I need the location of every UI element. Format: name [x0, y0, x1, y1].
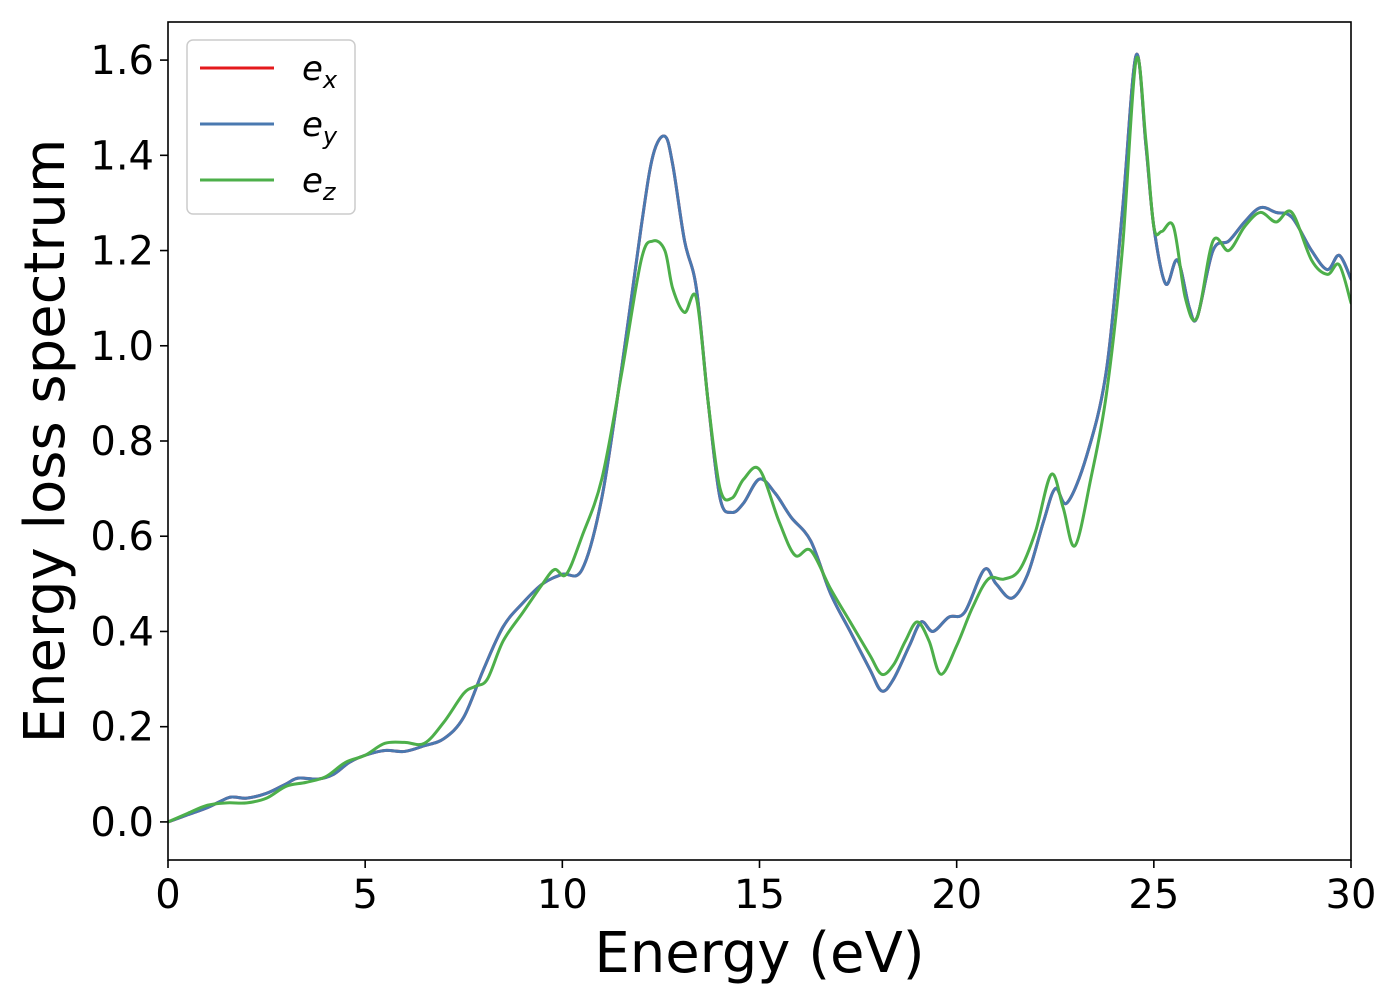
- x-tick-label: 30: [1326, 872, 1377, 918]
- y-tick-label: 1.0: [90, 324, 154, 370]
- y-tick-label: 0.0: [90, 800, 154, 846]
- x-tick-label: 0: [155, 872, 180, 918]
- y-tick-label: 0.4: [90, 609, 154, 655]
- y-tick-label: 1.2: [90, 229, 154, 275]
- x-tick-label: 15: [734, 872, 785, 918]
- y-tick-label: 1.4: [90, 133, 154, 179]
- y-tick-label: 0.2: [90, 705, 154, 751]
- x-tick-label: 25: [1128, 872, 1179, 918]
- y-tick-label: 0.6: [90, 514, 154, 560]
- y-tick-label: 1.6: [90, 38, 154, 84]
- y-axis-label: Energy loss spectrum: [13, 139, 78, 744]
- series-line-ey: [168, 52, 1351, 824]
- x-tick-label: 20: [931, 872, 982, 918]
- legend-label-y: ey: [302, 105, 338, 150]
- ticks-layer: 0 5 10 15 20 25 30 0.0 0.2 0.4 0.6 0.8 1.0 1.2 1.4 1.6: [90, 38, 1376, 918]
- x-tick-label: 5: [352, 872, 377, 918]
- x-axis-label: Energy (eV): [594, 921, 924, 986]
- series-line-ez: [168, 55, 1351, 824]
- legend-box: [186, 39, 356, 215]
- y-tick-label: 0.8: [90, 419, 154, 465]
- series-layer: [168, 52, 1351, 824]
- x-tick-label: 10: [537, 872, 588, 918]
